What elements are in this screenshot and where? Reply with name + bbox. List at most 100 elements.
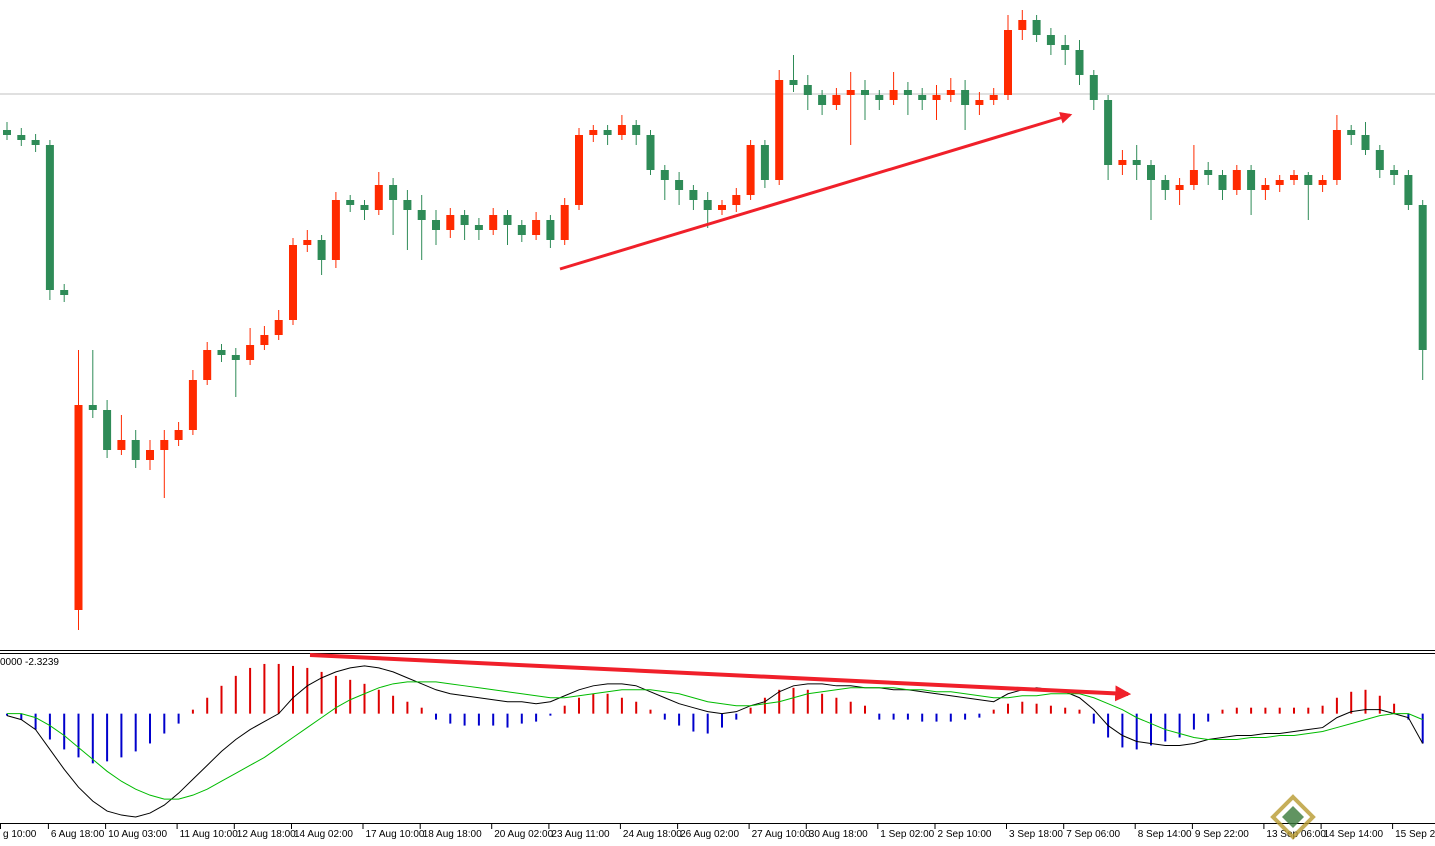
candle-body <box>1089 75 1098 100</box>
candle-body <box>689 190 698 200</box>
candle-body <box>975 100 984 105</box>
candle-body <box>146 450 154 460</box>
x-tick-label: 12 Aug 18:00 <box>237 829 296 840</box>
candle-body <box>760 145 769 180</box>
signal-line <box>7 681 1423 800</box>
candle-body <box>589 130 598 135</box>
candle-body <box>803 85 812 95</box>
candle-body <box>1061 45 1070 50</box>
candle-body <box>231 355 240 360</box>
candle-body <box>1418 205 1427 350</box>
plot: g 10:00 6 Aug 18:00 10 Aug 03:00 11 Aug 10:… <box>0 10 1435 840</box>
candle-body <box>1275 180 1284 185</box>
candle-body <box>718 205 726 210</box>
candle-body <box>675 180 684 190</box>
candle-body <box>1104 100 1113 165</box>
candle-body <box>961 90 970 105</box>
candle-body <box>603 130 612 135</box>
x-tick-label: 11 Aug 10:00 <box>180 829 239 840</box>
indicator-label: 0000 -2.3239 <box>0 657 59 668</box>
candle-body <box>160 440 169 450</box>
trend-arrow <box>559 112 1073 271</box>
x-tick-label: 1 Sep 02:00 <box>880 829 934 840</box>
candle-body <box>174 430 183 440</box>
candle-body <box>1304 175 1313 185</box>
candle-body <box>532 220 541 235</box>
candle-body <box>489 215 498 230</box>
candle-body <box>1132 160 1141 165</box>
candle-body <box>346 200 355 205</box>
candle-body <box>403 200 412 210</box>
candle-body <box>946 90 955 95</box>
x-tick-label: 24 Aug 18:00 <box>623 829 682 840</box>
candle-body <box>875 95 884 100</box>
candle-body <box>246 345 255 360</box>
candle-body <box>1390 170 1399 175</box>
candle-body <box>1332 130 1341 180</box>
x-tick-label: 14 Sep 14:00 <box>1324 829 1384 840</box>
candle-body <box>832 95 841 105</box>
candle-body <box>1189 170 1198 185</box>
candle-body <box>1161 180 1170 190</box>
candle-body <box>617 125 626 135</box>
candle-body <box>217 350 226 355</box>
candle-body <box>1218 175 1227 190</box>
x-tick-label: 27 Aug 10:00 <box>752 829 811 840</box>
x-tick-label: 7 Sep 06:00 <box>1066 829 1120 840</box>
candle-body <box>1075 50 1084 75</box>
candle-body <box>1261 185 1270 190</box>
candle-body <box>203 350 212 380</box>
candle-body <box>1175 185 1184 190</box>
candle-body <box>846 90 855 95</box>
candle-body <box>1361 135 1370 150</box>
candle-body <box>446 215 455 230</box>
candle-body <box>3 130 11 135</box>
candle-body <box>1375 150 1384 170</box>
candle-body <box>45 145 54 290</box>
candle-body <box>374 185 383 210</box>
candle-body <box>317 240 326 260</box>
watermark <box>1270 794 1316 840</box>
x-tick-label: g 10:00 <box>3 829 37 840</box>
candle-body <box>260 335 269 345</box>
x-tick-label: 14 Aug 02:00 <box>294 829 353 840</box>
x-tick-label: 15 Sep 22:00 <box>1395 829 1435 840</box>
candle-body <box>646 135 655 170</box>
candle-body <box>1046 35 1055 45</box>
candle-body <box>989 95 998 100</box>
candle-body <box>889 90 898 100</box>
x-tick-label: 2 Sep 10:00 <box>938 829 992 840</box>
candle-body <box>660 170 669 180</box>
candle-body <box>460 215 469 225</box>
candle-body <box>861 90 869 95</box>
candle-body <box>389 185 398 200</box>
candle-body <box>703 200 712 210</box>
candle-body <box>274 320 283 335</box>
candle-body <box>1004 30 1012 95</box>
candle-body <box>31 140 40 145</box>
x-tick-label: 30 Aug 18:00 <box>809 829 868 840</box>
candle-body <box>932 95 941 100</box>
candle-body <box>188 380 197 430</box>
candle-body <box>903 90 912 95</box>
candle-body <box>1232 170 1241 190</box>
candle-body <box>1032 20 1041 35</box>
candle-body <box>289 245 297 320</box>
x-tick-label: 6 Aug 18:00 <box>51 829 105 840</box>
candle-body <box>1347 130 1356 135</box>
candle-body <box>331 200 340 260</box>
x-tick-label: 20 Aug 02:00 <box>494 829 553 840</box>
candle-body <box>103 410 112 450</box>
candle-body <box>775 80 784 180</box>
candle-body <box>74 405 83 610</box>
candle-body <box>632 125 641 135</box>
x-tick-label: 10 Aug 03:00 <box>108 829 167 840</box>
candle-body <box>746 145 755 195</box>
candle-body <box>432 220 440 230</box>
candle-body <box>517 225 526 235</box>
candle-body <box>17 135 26 140</box>
candle-body <box>1147 165 1155 180</box>
